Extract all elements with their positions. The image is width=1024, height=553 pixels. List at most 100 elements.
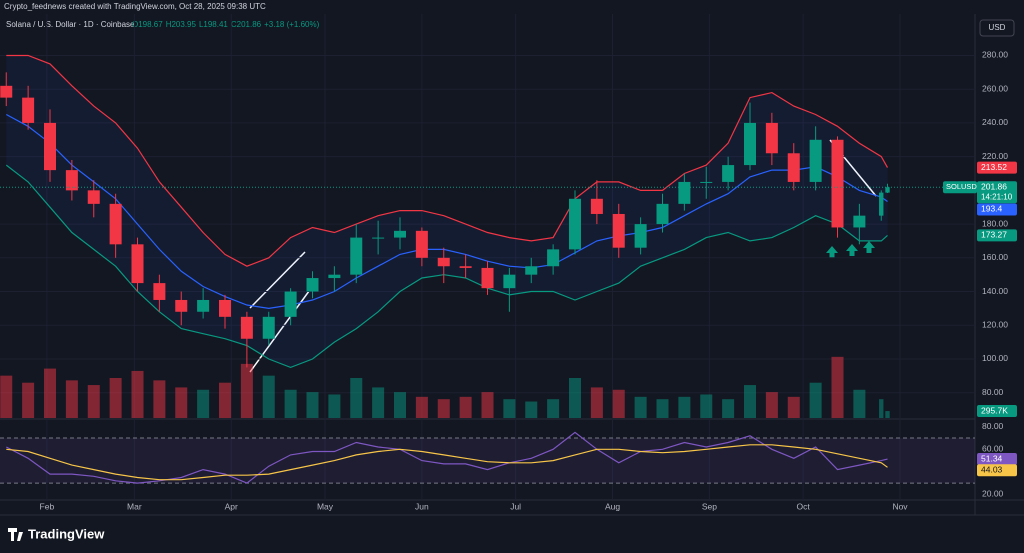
volume-bar <box>765 392 778 418</box>
candle-body <box>306 278 319 292</box>
x-tick-label: Aug <box>605 501 620 511</box>
symbol-box <box>943 181 977 194</box>
legend-value: C201.86 <box>231 20 262 29</box>
y-tick-label: 180.00 <box>982 218 1008 228</box>
y-tick-label: 80.00 <box>982 387 1004 397</box>
volume-bar <box>885 411 890 418</box>
volume-bar <box>131 370 144 418</box>
candle-body <box>65 170 78 191</box>
volume-label-box <box>977 405 1017 418</box>
candle-body <box>175 299 188 312</box>
volume-bar <box>547 399 560 418</box>
upper-band-label-box <box>977 161 1017 174</box>
basis-label-box <box>977 203 1017 216</box>
candle-body <box>0 85 13 98</box>
candle-body <box>831 139 844 228</box>
candle-body <box>569 198 581 250</box>
candle-body <box>240 316 253 339</box>
volume-bar <box>879 399 884 418</box>
volume-bar <box>87 385 100 418</box>
lower-band-label-box <box>977 229 1017 242</box>
candle-body <box>459 266 472 268</box>
volume-bar <box>394 392 406 418</box>
volume-bar <box>809 382 822 418</box>
candle-body <box>765 122 778 154</box>
currency-button[interactable] <box>979 19 1015 37</box>
x-tick-label: Feb <box>40 501 55 511</box>
volume-bar <box>262 375 275 418</box>
logo-text: TradingView <box>28 526 105 541</box>
volume-bar <box>459 396 472 418</box>
volume-bar <box>503 399 516 418</box>
trend-line <box>249 286 313 373</box>
volume-bar <box>700 394 713 418</box>
volume-bar <box>744 385 756 418</box>
volume-bar <box>0 375 13 418</box>
legend-value: +3.18 (+1.60%) <box>264 20 319 29</box>
volume-bar <box>153 380 166 418</box>
lower-band-label: 173.27 <box>981 230 1007 240</box>
x-tick-label: May <box>317 501 334 511</box>
x-tick-label: Jun <box>415 501 429 511</box>
volume-bar <box>284 389 297 418</box>
volume-bar <box>306 392 319 418</box>
volume-bar <box>481 392 494 418</box>
x-tick-label: Apr <box>225 501 238 511</box>
y-tick-label: 240.00 <box>982 117 1008 127</box>
volume-bar <box>634 396 647 418</box>
candle-body <box>503 274 516 289</box>
volume-bar <box>656 399 669 418</box>
basis-label: 193.4 <box>981 204 1003 214</box>
candle-body <box>131 244 144 284</box>
volume-bar <box>722 399 735 418</box>
volume-bar <box>853 389 866 418</box>
ohlc-legend: O198.67 H203.95 L198.41 C201.86 +3.18 (+1.60… <box>132 20 320 29</box>
y-tick-label: 120.00 <box>982 320 1008 330</box>
logo: TradingView <box>8 526 105 541</box>
candle-body <box>44 122 56 171</box>
bollinger-line <box>6 113 888 310</box>
currency[interactable]: USD <box>989 23 1006 32</box>
volume-bar <box>612 389 625 418</box>
rsi-line <box>6 444 888 481</box>
volume-label: 295.7K <box>981 405 1008 415</box>
rsi-tick-label: 80.00 <box>982 421 1004 431</box>
volume-bar <box>22 382 35 418</box>
rsi-ma-label-box <box>977 464 1017 477</box>
rsi-label-box <box>977 453 1017 466</box>
candle-body <box>153 283 166 300</box>
candle-body <box>678 181 691 204</box>
candle-body <box>700 181 713 183</box>
x-tick-label: Sep <box>702 501 717 511</box>
volume-bar <box>787 396 800 418</box>
candle-body <box>547 249 560 267</box>
candle-body <box>853 215 866 228</box>
y-tick-label: 160.00 <box>982 252 1008 262</box>
legend-value: O198.67 <box>132 20 163 29</box>
candle-body <box>87 190 100 204</box>
x-tick-label: Oct <box>797 501 811 511</box>
volume-bar <box>372 387 385 418</box>
symbol-label: SOLUSD <box>946 182 977 191</box>
candle-body <box>262 316 275 339</box>
volume-bar <box>44 368 56 418</box>
rsi-tick-label: 60.00 <box>982 444 1004 454</box>
candle-body <box>634 224 647 248</box>
x-tick-label: Jul <box>510 501 521 511</box>
volume-bar <box>525 401 538 418</box>
trend-line <box>249 251 306 309</box>
symbol-title: Solana / U.S. Dollar · 1D · Coinbase <box>6 20 135 29</box>
credit: Crypto_feednews created with TradingView… <box>4 2 266 11</box>
last-price-box <box>977 181 1017 204</box>
candle-body <box>372 237 385 239</box>
volume-bar <box>569 378 581 418</box>
candle-body <box>109 203 122 245</box>
legend-value: H203.95 <box>166 20 197 29</box>
candle-body <box>197 299 210 312</box>
x-tick-label: Nov <box>892 501 908 511</box>
candle-body <box>879 192 884 216</box>
bollinger-line <box>5 164 888 369</box>
candle-body <box>481 267 494 289</box>
volume-bar <box>109 378 122 418</box>
